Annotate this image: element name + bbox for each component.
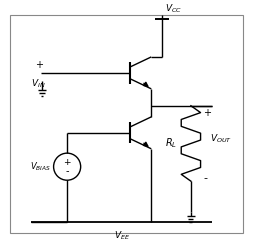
Text: -: - xyxy=(204,173,207,183)
Text: $V_{BIAS}$: $V_{BIAS}$ xyxy=(30,160,51,173)
Text: +: + xyxy=(204,108,211,118)
Text: $V_{CC}$: $V_{CC}$ xyxy=(165,2,182,15)
Text: -: - xyxy=(65,166,69,176)
Text: $R_L$: $R_L$ xyxy=(165,137,177,150)
Text: $V_{EE}$: $V_{EE}$ xyxy=(114,230,130,242)
Text: $V_{OUT}$: $V_{OUT}$ xyxy=(210,132,232,145)
Text: +: + xyxy=(63,158,71,167)
Text: +: + xyxy=(35,60,43,70)
Text: $V_{IN}$: $V_{IN}$ xyxy=(31,78,46,90)
